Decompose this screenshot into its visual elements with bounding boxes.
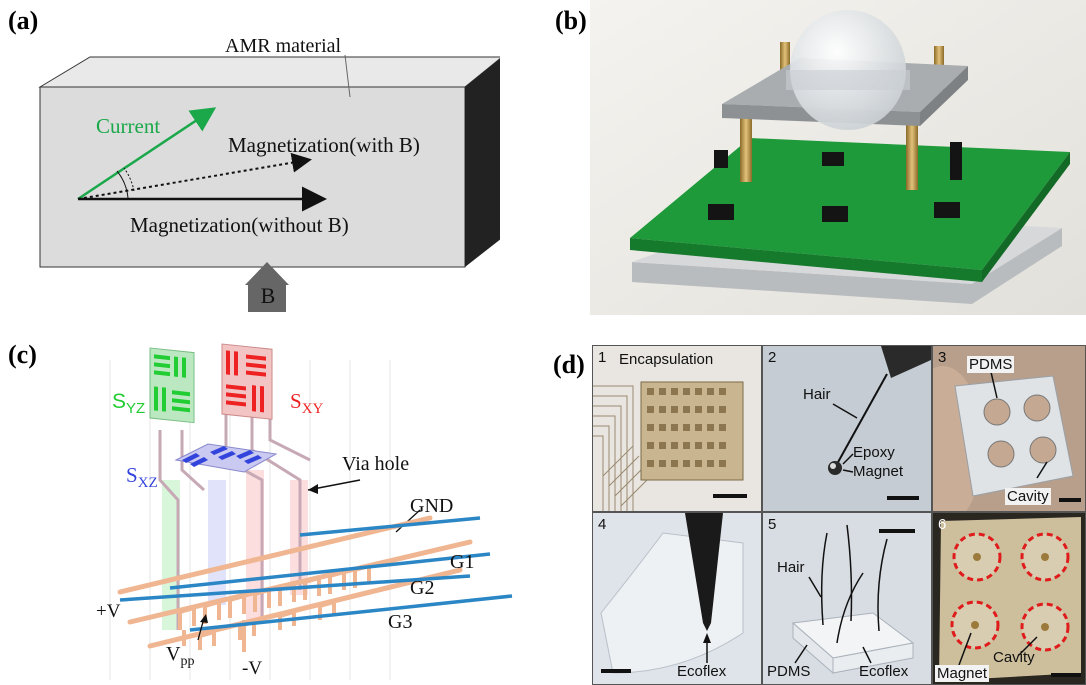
gnd-label: GND (410, 495, 453, 517)
s-xz-label: SXZ (126, 463, 158, 491)
amr-block-top (38, 56, 500, 88)
tile-4-number: 4 (598, 516, 607, 533)
panel-c-sensor-layout: SYZ SXY SXZ Via hole GND G1 G2 G3 +V -V … (96, 343, 513, 680)
encapsulation-label: Encapsulation (619, 351, 714, 368)
tile-1-number: 1 (598, 349, 607, 366)
photo-tile-5: 5 Hair PDMS Ecoflex (762, 512, 932, 685)
g2-label: G2 (410, 577, 434, 599)
panel-b-sensor-photo (590, 0, 1086, 315)
tile-4-scale-bar (601, 669, 631, 673)
gnd-bus-line (299, 516, 481, 537)
tile-5-number: 5 (768, 516, 777, 533)
panel-d-label: (d) (553, 350, 585, 379)
via-hole-label: Via hole (342, 453, 409, 475)
magnetization-without-b-label: Magnetization(without B) (130, 213, 349, 237)
panel-a-label: (a) (8, 6, 39, 35)
panel-c-label: (c) (8, 340, 37, 369)
g3-label: G3 (388, 611, 412, 633)
hair-label: Hair (803, 386, 831, 403)
current-vector (77, 107, 217, 201)
g3-bus-line (189, 594, 513, 632)
green-pcb-front (630, 238, 982, 282)
g1-label: G1 (450, 551, 474, 573)
photo-tile-6: 6 Magnet Cavity (932, 512, 1086, 685)
angle-arc-solid (116, 170, 129, 199)
tile-6-number: 6 (938, 516, 947, 533)
pdms-label: PDMS (967, 356, 1015, 373)
photo-tile-3: 3 PDMS Cavity (932, 345, 1086, 512)
tile-1-scale-bar (713, 494, 747, 498)
panel-b-label: (b) (555, 6, 587, 35)
g1-bus-line (169, 552, 491, 590)
hair-label-5: Hair (777, 559, 805, 576)
photo-tile-4: 4 Ecoflex (592, 512, 762, 685)
pdms-label-5: PDMS (767, 663, 811, 680)
s-xy-sensor (221, 343, 273, 420)
vpp-label: Vpp (166, 643, 194, 669)
s-yz-label: SYZ (112, 390, 145, 417)
epoxy-label: Epoxy (853, 444, 895, 461)
magnet-label-6: Magnet (935, 665, 990, 682)
field-b-arrow (245, 262, 289, 312)
angle-arc-dotted (123, 167, 135, 192)
tile-5-scale-bar (879, 529, 915, 533)
plus-v-label: +V (96, 601, 121, 622)
tile-2-scale-bar (887, 496, 919, 500)
base-plate (632, 228, 1062, 304)
magnet-label: Magnet (853, 463, 904, 480)
photo-tile-1: 1 Encapsulation (592, 345, 762, 512)
cavity-label: Cavity (1005, 488, 1051, 505)
minus-v-label: -V (242, 658, 262, 679)
cavity-label-6: Cavity (993, 649, 1035, 666)
tile-3-scale-bar (1059, 498, 1081, 502)
field-b-label: B (261, 283, 276, 308)
tile-2-number: 2 (768, 349, 777, 366)
magnetization-with-b-vector (77, 152, 312, 200)
current-label: Current (96, 114, 160, 138)
amr-material-label: AMR material (225, 35, 342, 57)
panel-a-amr-diagram: B AMR material Current Magnetization(wit… (38, 35, 500, 312)
s-yz-sensor (149, 347, 195, 424)
tile-3-number: 3 (938, 349, 947, 366)
s-xz-sensor (174, 443, 278, 473)
tile-6-scale-bar (1051, 673, 1081, 677)
g2-bus-line (119, 574, 471, 602)
photo-tile-2: 2 Hair Epoxy Magnet (762, 345, 932, 512)
ecoflex-label-4: Ecoflex (677, 663, 727, 680)
s-xy-label: SXY (290, 389, 324, 417)
ecoflex-label-5: Ecoflex (859, 663, 909, 680)
magnetization-with-b-label: Magnetization(with B) (228, 133, 420, 157)
amr-block-side (465, 58, 500, 267)
